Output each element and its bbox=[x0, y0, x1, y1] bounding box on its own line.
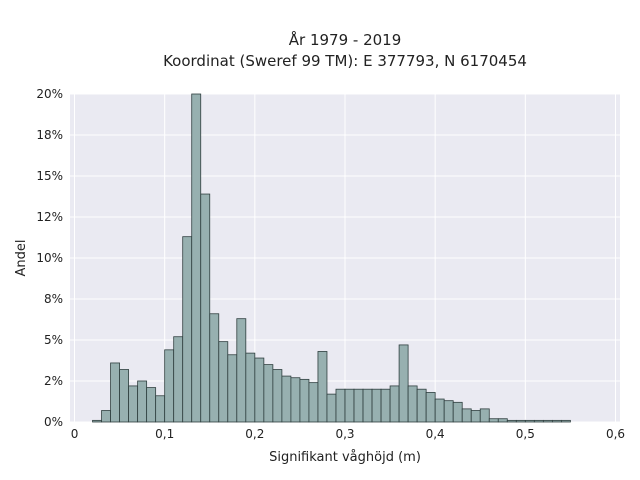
histogram-bar bbox=[200, 193, 211, 423]
histogram-bar bbox=[137, 380, 148, 423]
histogram-bar bbox=[551, 419, 562, 423]
histogram-bars bbox=[92, 93, 571, 423]
histogram-bar bbox=[515, 419, 526, 423]
histogram-bar bbox=[182, 236, 193, 423]
histogram-bar bbox=[398, 344, 409, 423]
histogram-bar bbox=[173, 336, 184, 423]
y-tick-label: 18% bbox=[36, 128, 63, 142]
histogram-bar bbox=[542, 419, 553, 423]
histogram-bar bbox=[470, 410, 481, 423]
histogram-bar bbox=[290, 377, 301, 423]
histogram-bar bbox=[362, 388, 373, 423]
histogram-bar bbox=[497, 418, 508, 423]
histogram-bar bbox=[434, 398, 445, 423]
x-axis-label: Signifikant våghöjd (m) bbox=[269, 450, 421, 465]
histogram-bar bbox=[128, 385, 139, 423]
y-tick-label: 0% bbox=[44, 415, 63, 429]
histogram-bar bbox=[380, 388, 391, 423]
histogram-bar bbox=[92, 419, 102, 423]
y-tick-label: 8% bbox=[44, 292, 63, 306]
histogram-bar bbox=[461, 408, 472, 423]
histogram-bar bbox=[308, 382, 319, 423]
histogram-bar bbox=[119, 369, 130, 423]
histogram-bar bbox=[164, 349, 175, 423]
histogram-bar bbox=[236, 318, 247, 423]
histogram-bar bbox=[560, 419, 571, 423]
histogram-bar bbox=[317, 351, 328, 423]
histogram-bar bbox=[443, 400, 454, 423]
histogram-bar bbox=[263, 364, 274, 423]
y-axis-label: Andel bbox=[14, 240, 29, 277]
x-tick-label: 0 bbox=[71, 427, 79, 441]
histogram-bar bbox=[335, 388, 346, 423]
y-tick-labels: 0% 2% 5% 8% 10% 12% 15% 18% 20% bbox=[36, 87, 63, 429]
y-tick-label: 5% bbox=[44, 333, 63, 347]
histogram-bar bbox=[245, 352, 256, 423]
y-tick-label: 10% bbox=[36, 251, 63, 265]
histogram-bar bbox=[389, 385, 400, 423]
histogram-bar bbox=[101, 410, 111, 423]
x-tick-labels: 0 0,1 0,2 0,3 0,4 0,5 0,6 bbox=[71, 427, 625, 441]
histogram-bar bbox=[425, 392, 436, 423]
histogram-bar bbox=[146, 387, 157, 423]
y-tick-label: 20% bbox=[36, 87, 63, 101]
x-tick-label: 0,6 bbox=[606, 427, 625, 441]
histogram-bar bbox=[272, 369, 283, 423]
histogram-bar bbox=[353, 388, 364, 423]
histogram-bar bbox=[254, 357, 265, 423]
histogram-bar bbox=[110, 362, 120, 423]
histogram-bar bbox=[299, 378, 310, 423]
chart-title-line2: Koordinat (Sweref 99 TM): E 377793, N 61… bbox=[163, 52, 527, 70]
histogram-bar bbox=[191, 93, 202, 423]
histogram-bar bbox=[506, 419, 517, 423]
y-tick-label: 2% bbox=[44, 374, 63, 388]
histogram-bar bbox=[218, 341, 229, 423]
histogram-bar bbox=[209, 313, 220, 423]
x-tick-label: 0,3 bbox=[335, 427, 354, 441]
histogram-bar bbox=[479, 408, 490, 423]
y-tick-label: 15% bbox=[36, 169, 63, 183]
histogram-bar bbox=[326, 393, 337, 423]
histogram-bar bbox=[407, 385, 418, 423]
y-tick-label: 12% bbox=[36, 210, 63, 224]
histogram-bar bbox=[371, 388, 382, 423]
histogram-bar bbox=[416, 388, 427, 423]
x-tick-label: 0,2 bbox=[245, 427, 264, 441]
histogram-bar bbox=[344, 388, 355, 423]
chart-title-line1: År 1979 - 2019 bbox=[289, 30, 402, 49]
x-tick-label: 0,5 bbox=[516, 427, 535, 441]
histogram-bar bbox=[452, 401, 463, 423]
histogram-bar bbox=[281, 375, 292, 423]
x-tick-label: 0,1 bbox=[155, 427, 174, 441]
histogram-bar bbox=[533, 419, 544, 423]
x-tick-label: 0,4 bbox=[426, 427, 445, 441]
histogram-bar bbox=[488, 418, 499, 423]
histogram-bar bbox=[524, 419, 535, 423]
histogram-bar bbox=[155, 395, 166, 423]
histogram-bar bbox=[227, 354, 238, 423]
